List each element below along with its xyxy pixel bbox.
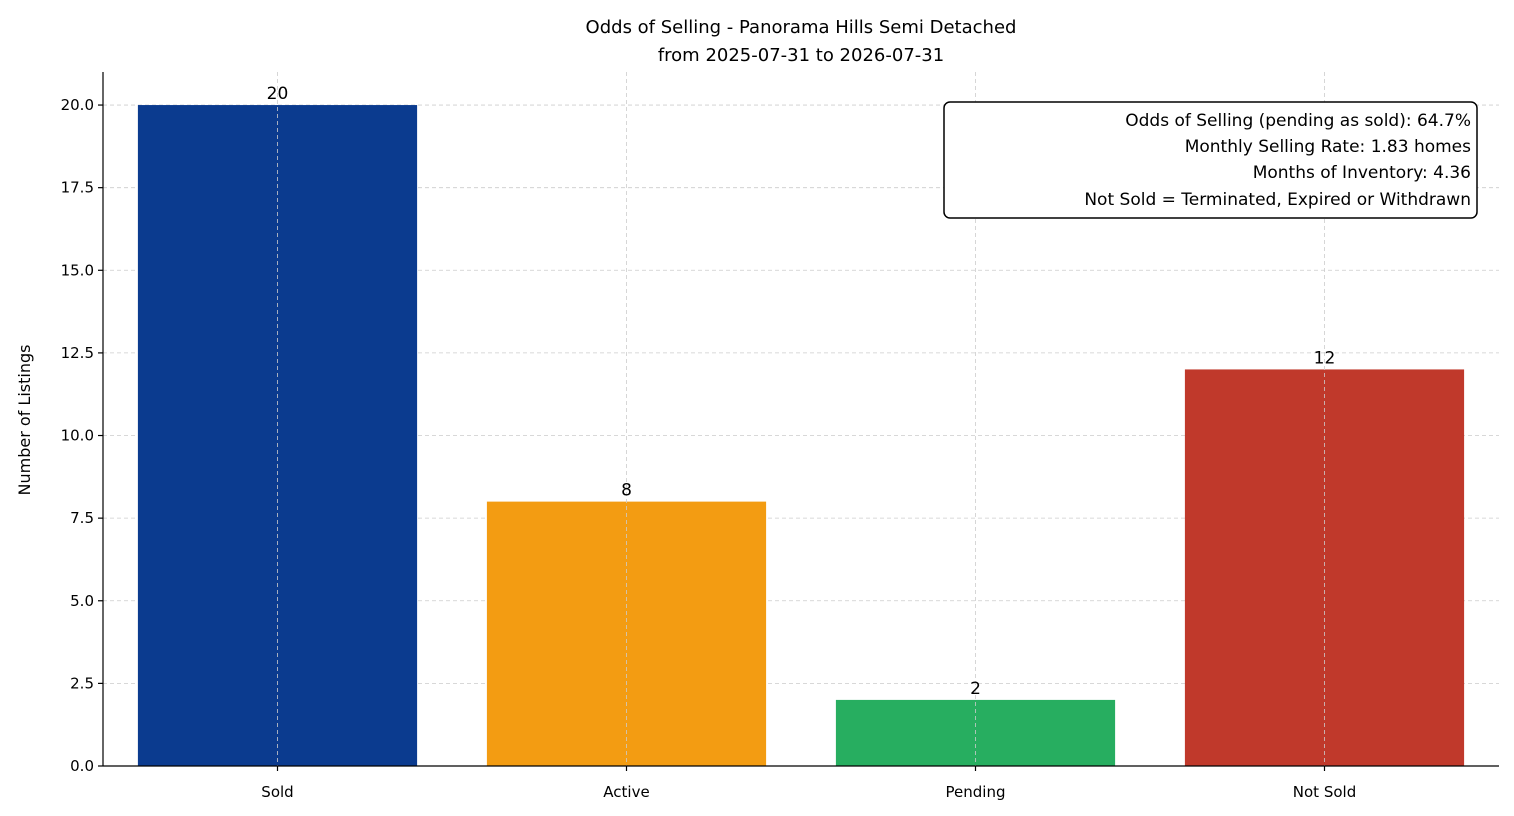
x-tick-label: Not Sold bbox=[1293, 783, 1356, 801]
y-tick-label: 17.5 bbox=[61, 179, 94, 197]
y-tick-label: 10.0 bbox=[61, 427, 94, 445]
bar-value-label: 8 bbox=[621, 481, 632, 501]
annotation-line-definition: Not Sold = Terminated, Expired or Withdr… bbox=[1084, 190, 1471, 210]
bar-not-sold bbox=[1184, 369, 1465, 766]
bar-value-label: 12 bbox=[1314, 348, 1336, 368]
annotation-line-inventory: Months of Inventory: 4.36 bbox=[1253, 163, 1471, 183]
y-tick-label: 5.0 bbox=[70, 592, 94, 610]
chart-title: Odds of Selling - Panorama Hills Semi De… bbox=[586, 17, 1017, 38]
y-axis-ticks: 0.0 2.5 5.0 7.5 10.0 12.5 15.0 17.5 20.0 bbox=[61, 96, 103, 775]
y-tick-label: 2.5 bbox=[70, 674, 94, 692]
y-tick-label: 20.0 bbox=[61, 96, 94, 114]
annotation-line-rate: Monthly Selling Rate: 1.83 homes bbox=[1185, 137, 1471, 157]
x-tick-label: Sold bbox=[261, 783, 293, 801]
y-tick-label: 15.0 bbox=[61, 261, 94, 279]
annotation-line-odds: Odds of Selling (pending as sold): 64.7% bbox=[1125, 111, 1471, 131]
x-axis-ticks: Sold Active Pending Not Sold bbox=[261, 766, 1356, 801]
bar-value-labels: 20 8 2 12 bbox=[267, 84, 1336, 699]
bar-value-label: 2 bbox=[970, 679, 981, 699]
x-tick-label: Pending bbox=[946, 783, 1006, 801]
y-tick-label: 0.0 bbox=[70, 757, 94, 775]
y-axis-label: Number of Listings bbox=[15, 345, 34, 496]
bar-value-label: 20 bbox=[267, 84, 289, 104]
y-tick-label: 7.5 bbox=[70, 509, 94, 527]
chart-subtitle: from 2025-07-31 to 2026-07-31 bbox=[658, 45, 944, 66]
x-tick-label: Active bbox=[603, 783, 649, 801]
annotation-box: Odds of Selling (pending as sold): 64.7%… bbox=[943, 101, 1478, 219]
annotation-box-frame bbox=[943, 101, 1478, 219]
bar-sold bbox=[137, 105, 418, 767]
y-tick-label: 12.5 bbox=[61, 344, 94, 362]
